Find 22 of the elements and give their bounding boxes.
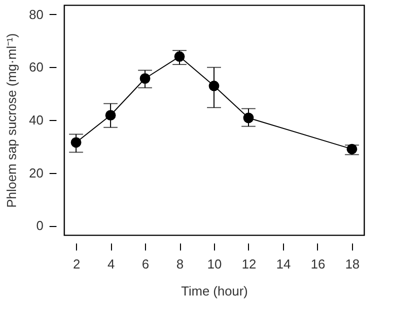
x-tick-label: 10 — [207, 256, 222, 272]
y-tick-label: 20 — [29, 165, 44, 180]
point — [70, 137, 82, 148]
point — [174, 51, 185, 62]
y-axis-title: Phloem sap sucrose (mg·ml⁻¹) — [4, 33, 20, 208]
x-tick-label: 14 — [276, 256, 291, 272]
y-tick-label: 0 — [36, 218, 44, 234]
x-tick-label: 16 — [310, 256, 326, 272]
x-axis-title: Time (hour) — [181, 284, 248, 298]
point — [105, 110, 116, 120]
point — [140, 73, 150, 84]
x-tick-label: 6 — [142, 256, 150, 272]
x-tick-label: 4 — [107, 256, 115, 272]
x-tick-label: 2 — [72, 256, 80, 272]
point — [208, 80, 220, 92]
y-tick-label: 80 — [29, 6, 44, 22]
point — [243, 112, 254, 124]
x-tick-label: 18 — [345, 256, 360, 272]
y-tick-label: 40 — [29, 112, 44, 128]
x-tick-label: 8 — [176, 256, 184, 272]
x-tick-label: 12 — [242, 256, 256, 272]
y-tick-label: 60 — [29, 60, 44, 75]
